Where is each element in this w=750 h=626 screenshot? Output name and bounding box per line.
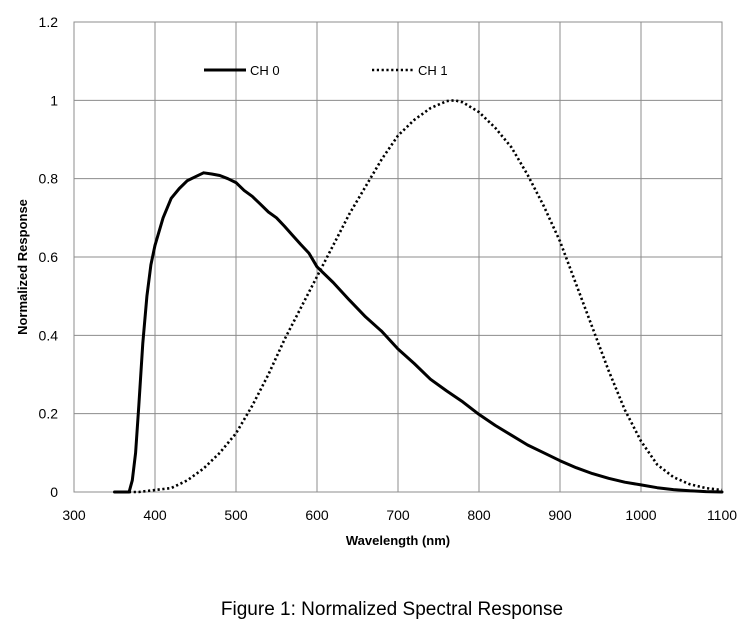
- x-tick-label: 500: [224, 507, 248, 523]
- x-axis-tick-labels: 300 400 500 600 700 800 900 1000 1100: [62, 507, 737, 523]
- y-axis-tick-labels: 0 0.2 0.4 0.6 0.8 1 1.2: [39, 14, 59, 500]
- legend: CH 0 CH 1: [204, 63, 448, 78]
- y-tick-label: 1: [50, 92, 58, 108]
- y-axis-title: Normalized Response: [15, 199, 30, 335]
- y-tick-label: 0.4: [39, 327, 59, 343]
- x-tick-label: 800: [467, 507, 491, 523]
- x-tick-label: 400: [143, 507, 167, 523]
- legend-label: CH 0: [250, 63, 280, 78]
- y-tick-label: 0.2: [39, 406, 59, 422]
- x-tick-label: 300: [62, 507, 86, 523]
- series-lines: [113, 99, 724, 494]
- x-tick-label: 600: [305, 507, 329, 523]
- x-tick-label: 900: [548, 507, 572, 523]
- legend-label: CH 1: [418, 63, 448, 78]
- grid: [73, 21, 723, 493]
- plot-area-frame: [73, 21, 723, 493]
- series-line-ch0: [113, 171, 724, 494]
- y-tick-label: 1.2: [39, 14, 59, 30]
- x-tick-label: 1000: [625, 507, 656, 523]
- series-line-ch1: [114, 99, 723, 494]
- figure-caption: Figure 1: Normalized Spectral Response: [221, 599, 563, 620]
- x-tick-label: 700: [386, 507, 410, 523]
- x-tick-label: 1100: [707, 507, 737, 523]
- y-tick-label: 0.6: [39, 249, 59, 265]
- x-axis-title: Wavelength (nm): [346, 533, 450, 548]
- y-tick-label: 0.8: [39, 171, 59, 187]
- y-tick-label: 0: [50, 484, 58, 500]
